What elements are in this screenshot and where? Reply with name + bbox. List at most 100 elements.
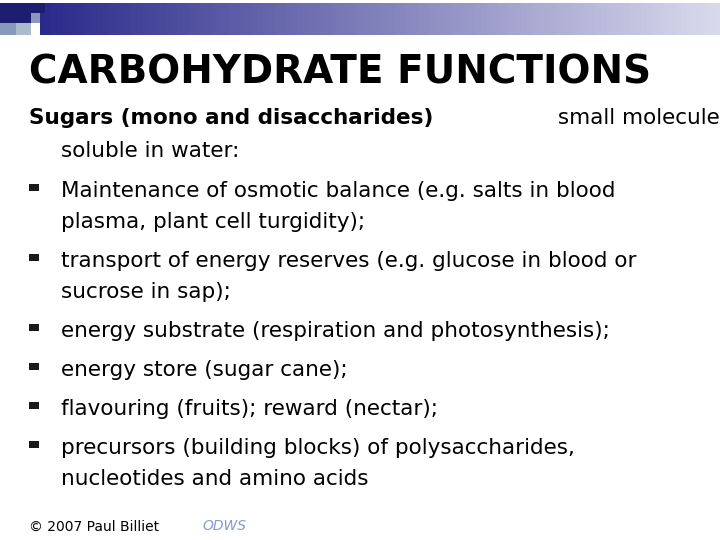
Bar <box>389 3 396 35</box>
Bar <box>320 3 328 35</box>
Bar <box>154 3 161 35</box>
Bar <box>45 3 53 35</box>
Bar <box>29 402 39 409</box>
Bar <box>297 3 305 35</box>
Bar <box>510 3 517 35</box>
Bar <box>349 3 356 35</box>
Bar <box>309 3 316 35</box>
Bar <box>240 3 248 35</box>
Bar <box>418 3 425 35</box>
Bar <box>269 3 276 35</box>
Bar <box>406 3 413 35</box>
Text: Maintenance of osmotic balance (e.g. salts in blood: Maintenance of osmotic balance (e.g. sal… <box>61 181 616 201</box>
Bar <box>578 3 585 35</box>
Bar <box>200 3 207 35</box>
Bar <box>435 3 442 35</box>
Bar <box>0 3 31 23</box>
Bar <box>315 3 322 35</box>
Bar <box>51 3 58 35</box>
Bar <box>29 363 39 370</box>
Bar <box>642 3 649 35</box>
Bar <box>68 3 76 35</box>
Bar <box>29 254 39 261</box>
Bar <box>235 3 242 35</box>
Text: nucleotides and amino acids: nucleotides and amino acids <box>61 469 369 489</box>
Bar <box>286 3 293 35</box>
Bar <box>194 3 202 35</box>
Bar <box>91 3 99 35</box>
Bar <box>492 3 500 35</box>
Bar <box>716 3 720 35</box>
Bar <box>332 3 339 35</box>
Bar <box>647 3 654 35</box>
Bar <box>458 3 465 35</box>
Bar <box>429 3 436 35</box>
Bar <box>544 3 551 35</box>
Bar <box>57 3 64 35</box>
Bar <box>29 441 39 448</box>
Bar <box>166 3 173 35</box>
Bar <box>590 3 597 35</box>
Bar <box>423 3 431 35</box>
Bar <box>303 3 310 35</box>
Bar <box>189 3 196 35</box>
Bar <box>338 3 345 35</box>
Bar <box>137 3 144 35</box>
Bar <box>103 3 109 35</box>
Bar <box>521 3 528 35</box>
Bar <box>446 3 454 35</box>
Bar <box>292 3 299 35</box>
Bar <box>595 3 603 35</box>
Bar <box>395 3 402 35</box>
Bar <box>80 3 87 35</box>
Bar <box>171 3 179 35</box>
Text: © 2007 Paul Billiet: © 2007 Paul Billiet <box>29 519 163 534</box>
Bar <box>584 3 591 35</box>
Bar <box>469 3 477 35</box>
Bar <box>504 3 511 35</box>
Bar <box>538 3 545 35</box>
Bar <box>452 3 459 35</box>
Bar <box>355 3 362 35</box>
Bar <box>63 3 70 35</box>
Text: ODWS: ODWS <box>202 519 246 534</box>
Bar <box>120 3 127 35</box>
Text: energy substrate (respiration and photosynthesis);: energy substrate (respiration and photos… <box>61 321 610 341</box>
Bar <box>125 3 132 35</box>
Bar <box>658 3 665 35</box>
Bar <box>481 3 488 35</box>
Bar <box>567 3 574 35</box>
Bar <box>148 3 156 35</box>
Bar <box>704 3 711 35</box>
Bar <box>487 3 494 35</box>
Bar <box>206 3 213 35</box>
Bar <box>664 3 671 35</box>
Bar <box>698 3 706 35</box>
Text: CARBOHYDRATE FUNCTIONS: CARBOHYDRATE FUNCTIONS <box>29 54 651 92</box>
Bar <box>280 3 287 35</box>
Text: soluble in water:: soluble in water: <box>61 141 240 161</box>
Bar <box>131 3 138 35</box>
Bar <box>475 3 482 35</box>
Bar <box>601 3 608 35</box>
Text: energy store (sugar cane);: energy store (sugar cane); <box>61 360 348 380</box>
Bar <box>693 3 700 35</box>
Text: Sugars (mono and disaccharides): Sugars (mono and disaccharides) <box>29 108 433 128</box>
Bar <box>670 3 677 35</box>
Text: small molecules: small molecules <box>551 108 720 128</box>
Bar <box>618 3 626 35</box>
Bar <box>143 3 150 35</box>
Bar <box>361 3 368 35</box>
Bar <box>97 3 104 35</box>
Bar <box>177 3 184 35</box>
Bar <box>29 324 39 331</box>
Bar <box>383 3 390 35</box>
Bar <box>16 23 31 35</box>
Text: plasma, plant cell turgidity);: plasma, plant cell turgidity); <box>61 212 365 232</box>
Bar <box>555 3 562 35</box>
Bar <box>549 3 557 35</box>
Bar <box>343 3 351 35</box>
Bar <box>251 3 258 35</box>
Bar <box>624 3 631 35</box>
Bar <box>498 3 505 35</box>
